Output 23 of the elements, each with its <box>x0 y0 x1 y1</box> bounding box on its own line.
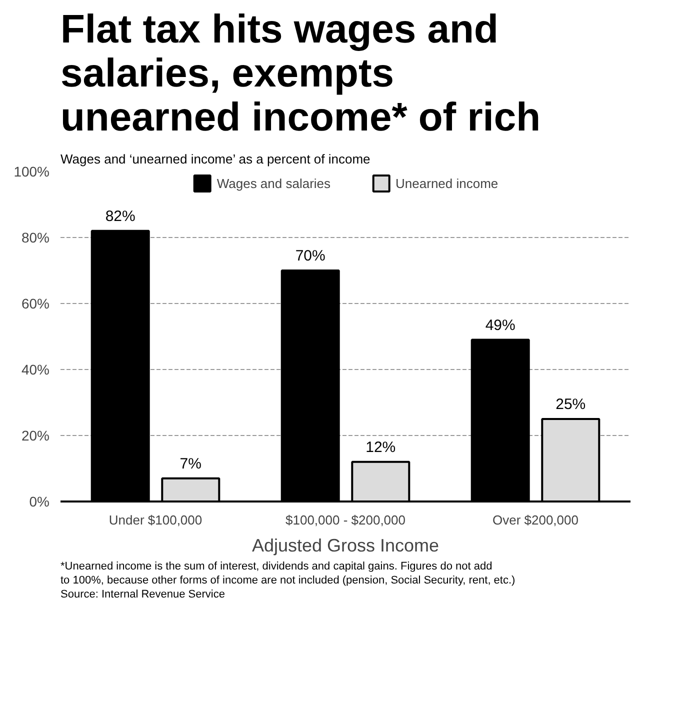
y-tick-label: 0% <box>29 494 50 510</box>
chart-title: Flat tax hits wages and salaries, exempts unearned income* of rich <box>60 8 541 140</box>
y-tick-label: 40% <box>21 362 50 378</box>
y-tick-label: 80% <box>21 230 50 246</box>
legend-label: Wages and salaries <box>216 176 331 190</box>
x-tick-label: $100,000 - $200,000 <box>286 512 406 528</box>
data-label: 70% <box>295 248 326 264</box>
y-tick-label: 100% <box>14 164 50 180</box>
x-tick-label: Under $100,000 <box>108 512 202 528</box>
data-label: 7% <box>180 455 202 472</box>
text: *Unearned income is the sum of interest, dividends and capital gains. Figures do not add <box>60 560 492 572</box>
legend-label: Unearned income <box>396 176 498 190</box>
chart-subtitle: Wages and ‘unearned income’ as a percent of income <box>60 152 370 166</box>
data-label: 12% <box>366 438 396 456</box>
x-axis-title: Adjusted Gross Income <box>252 536 440 556</box>
x-tick-label: Over $200,000 <box>492 512 579 528</box>
data-label: 25% <box>556 396 586 413</box>
source-note: Source: Internal Revenue Service <box>60 588 225 600</box>
text: to 100%, because other forms of income are not included (pension, Social Security, rent, etc.) <box>60 574 516 586</box>
y-tick-label: 60% <box>21 296 50 312</box>
y-tick-label: 20% <box>21 428 50 444</box>
data-label: 49% <box>485 316 516 334</box>
data-label: 82% <box>105 208 136 225</box>
